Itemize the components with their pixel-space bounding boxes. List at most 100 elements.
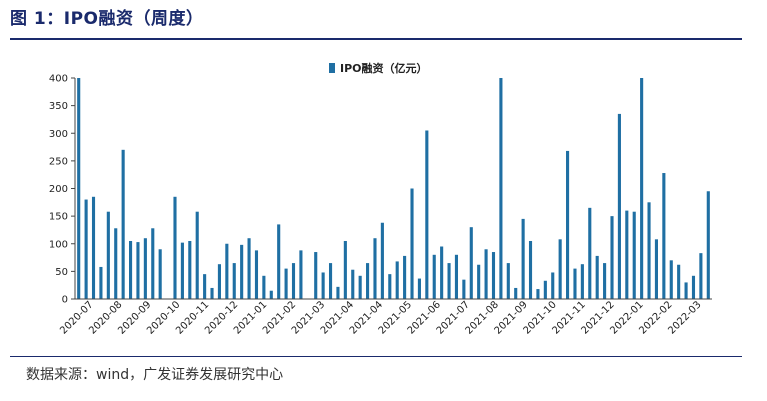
bar [447,263,451,299]
bar [225,243,229,299]
bar [188,240,192,299]
bar [573,268,577,299]
bar [210,287,214,299]
bar [358,275,362,299]
bar [151,228,155,299]
bar [684,282,688,299]
bar [136,242,140,299]
bar [247,238,251,299]
bar [640,78,644,299]
bar [603,263,607,299]
bar [491,252,496,299]
bar [440,246,444,299]
bar [499,78,503,299]
legend-swatch [329,63,335,73]
y-tick-label: 250 [49,156,68,167]
bar [77,78,81,299]
bar [691,275,696,299]
bar [284,268,288,299]
bar [173,196,177,299]
bar [432,254,436,299]
bar [558,239,562,299]
bar [121,149,125,299]
bar [595,255,599,299]
top-rule [10,38,742,40]
bar [514,287,518,299]
bar [528,240,533,299]
bar [366,263,370,299]
y-tick-label: 100 [49,239,68,250]
bar [195,211,199,299]
figure-title: 图 1：IPO融资（周度） [10,9,204,29]
bar [388,274,392,299]
bar [321,272,325,299]
source-note: 数据来源：wind，广发证券发展研究中心 [26,367,284,383]
bar [395,261,399,299]
bar [403,255,407,299]
y-tick-label: 50 [55,267,68,278]
bar [580,264,584,299]
bar [291,263,296,299]
bar [654,239,658,299]
bar [706,191,710,299]
y-tick-label: 200 [49,184,68,195]
bar [143,238,147,299]
bar [129,240,133,299]
bar [336,286,340,299]
bar [454,254,459,299]
bar [625,210,629,299]
bar [662,173,666,299]
bar [84,199,88,299]
bar [521,218,525,299]
bar [91,196,96,299]
bar [506,263,510,299]
bar [299,250,303,299]
bar [314,252,318,299]
bar [106,211,110,299]
bar [203,274,207,299]
ipo-bar-chart: 0 50 100 150 200 250 300 350 400 2020-072020-082… [49,61,712,337]
bar [269,290,273,299]
bar [699,253,703,299]
bar [380,222,384,299]
bar [543,280,547,299]
bar [158,249,162,299]
bar [417,278,421,299]
bar [588,207,592,299]
bar [677,264,681,299]
bar [469,227,473,299]
bar [262,275,266,299]
x-axis: 2020-072020-082020-092020-102020-112020-… [58,298,712,337]
bar [425,130,429,299]
bar [566,150,570,299]
bar [610,216,614,300]
bar [114,228,118,299]
bar [277,224,281,299]
y-tick-label: 150 [49,212,68,223]
bar [99,266,103,299]
bar [180,242,184,299]
bar [462,279,466,299]
bar [240,244,244,299]
bottom-rule [10,356,742,357]
y-tick-label: 350 [49,101,68,112]
bar [373,238,377,299]
bar-series [77,78,710,300]
bar [647,202,651,299]
bar [551,272,555,299]
bar [536,289,540,299]
legend: IPO融资（亿元） [329,61,428,75]
bar [632,211,636,299]
y-tick-label: 300 [49,129,68,140]
y-tick-label: 400 [49,74,68,85]
bar [343,240,347,299]
legend-label: IPO融资（亿元） [340,61,428,75]
bar [669,260,673,299]
y-tick-label: 0 [62,295,68,306]
bar [232,263,236,299]
y-axis: 0 50 100 150 200 250 300 350 400 [49,74,76,306]
bar [484,249,488,299]
bar [328,263,333,299]
bar [217,264,221,299]
bar [351,269,355,299]
